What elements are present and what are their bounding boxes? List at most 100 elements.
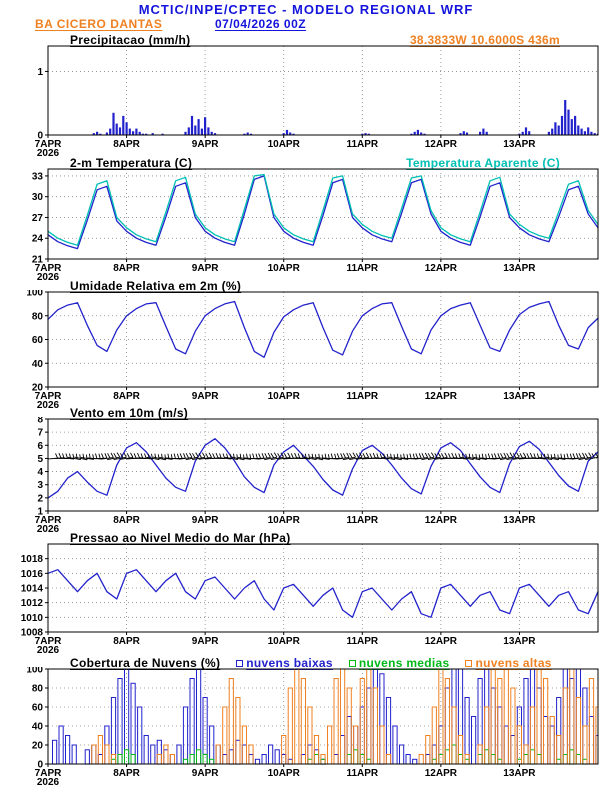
svg-text:1010: 1010 <box>21 613 44 624</box>
svg-text:9APR: 9APR <box>192 139 219 150</box>
svg-text:100: 100 <box>26 290 43 299</box>
panel-header-temperature: 2-m Temperatura (C) Temperatura Aparente… <box>0 156 612 170</box>
legend-item-low-clouds: nuvens baixas <box>236 656 333 670</box>
svg-text:2026: 2026 <box>37 645 60 656</box>
svg-text:13APR: 13APR <box>503 515 536 526</box>
svg-text:1008: 1008 <box>21 628 44 639</box>
svg-text:8APR: 8APR <box>113 391 140 402</box>
svg-text:5: 5 <box>37 454 43 465</box>
svg-text:2: 2 <box>37 493 43 504</box>
svg-text:10APR: 10APR <box>268 768 301 779</box>
legend-item-mid-clouds: nuvens medias <box>348 656 450 670</box>
svg-text:80: 80 <box>32 311 44 322</box>
svg-text:1016: 1016 <box>21 569 44 580</box>
svg-text:2026: 2026 <box>37 272 60 283</box>
svg-text:10APR: 10APR <box>268 515 301 526</box>
svg-text:40: 40 <box>32 359 44 370</box>
svg-text:7APR: 7APR <box>35 515 62 526</box>
panel-title-wind: Vento em 10m (m/s) <box>70 406 189 420</box>
svg-text:30: 30 <box>32 192 44 203</box>
svg-text:1: 1 <box>37 67 43 78</box>
svg-text:12APR: 12APR <box>425 515 458 526</box>
station-name: BA CICERO DANTAS <box>35 17 163 31</box>
svg-text:2026: 2026 <box>37 148 60 159</box>
svg-text:8APR: 8APR <box>113 263 140 274</box>
apparent-temperature-label: Temperatura Aparente (C) <box>406 156 560 170</box>
svg-text:10APR: 10APR <box>268 391 301 402</box>
high-clouds-swatch-icon <box>465 659 473 667</box>
svg-text:7APR: 7APR <box>35 636 62 647</box>
svg-text:60: 60 <box>32 335 44 346</box>
svg-text:60: 60 <box>32 703 44 714</box>
svg-text:1012: 1012 <box>21 598 44 609</box>
svg-text:24: 24 <box>32 234 44 245</box>
svg-text:21: 21 <box>32 255 44 266</box>
mid-clouds-swatch-icon <box>348 659 356 667</box>
svg-text:1: 1 <box>37 507 43 518</box>
svg-text:12APR: 12APR <box>425 768 458 779</box>
svg-text:8APR: 8APR <box>113 768 140 779</box>
svg-text:11APR: 11APR <box>346 768 378 779</box>
svg-text:7: 7 <box>37 428 43 439</box>
panel-title-precipitation: Precipitacao (mm/h) <box>70 33 191 47</box>
cloud-legend: Cobertura de Nuvens (%) nuvens baixas nu… <box>70 656 552 670</box>
svg-text:27: 27 <box>32 213 44 224</box>
panel-header-humidity: Umidade Relativa em 2m (%) <box>0 279 612 293</box>
svg-text:10APR: 10APR <box>268 636 301 647</box>
run-datetime: 07/04/2026 00Z <box>215 17 307 31</box>
svg-text:13APR: 13APR <box>503 391 536 402</box>
svg-text:9APR: 9APR <box>192 636 219 647</box>
panel-title-humidity: Umidade Relativa em 2m (%) <box>70 279 242 293</box>
svg-text:1014: 1014 <box>21 584 44 595</box>
panel-header-clouds: Cobertura de Nuvens (%) nuvens baixas nu… <box>0 656 612 670</box>
svg-text:9APR: 9APR <box>192 768 219 779</box>
legend-item-high-clouds: nuvens altas <box>465 656 551 670</box>
panel-title-clouds: Cobertura de Nuvens (%) <box>70 656 221 670</box>
panel-header-pressure: Pressao ao Nivel Medio do Mar (hPa) <box>0 531 612 545</box>
low-clouds-swatch-icon <box>236 659 244 667</box>
svg-text:0: 0 <box>37 131 43 142</box>
svg-text:20: 20 <box>32 383 44 394</box>
svg-text:80: 80 <box>32 684 44 695</box>
panel-header-wind: Vento em 10m (m/s) <box>0 406 612 420</box>
svg-text:9APR: 9APR <box>192 263 219 274</box>
svg-text:1018: 1018 <box>21 554 44 565</box>
svg-text:8APR: 8APR <box>113 515 140 526</box>
svg-text:7APR: 7APR <box>35 768 62 779</box>
svg-text:2026: 2026 <box>37 400 60 411</box>
svg-text:8APR: 8APR <box>113 139 140 150</box>
svg-text:2026: 2026 <box>37 524 60 535</box>
svg-text:10APR: 10APR <box>268 139 301 150</box>
svg-text:2026: 2026 <box>37 777 60 788</box>
svg-text:11APR: 11APR <box>346 139 378 150</box>
station-coordinates: 38.3833W 10.6000S 436m <box>409 33 560 47</box>
panel-title-temperature: 2-m Temperatura (C) <box>70 156 193 170</box>
svg-text:3: 3 <box>37 480 43 491</box>
svg-text:9APR: 9APR <box>192 391 219 402</box>
svg-text:9APR: 9APR <box>192 515 219 526</box>
svg-text:11APR: 11APR <box>346 391 378 402</box>
legend-label-mid-clouds: nuvens medias <box>358 656 450 670</box>
svg-text:7APR: 7APR <box>35 139 62 150</box>
page-title: MCTIC/INPE/CPTEC - MODELO REGIONAL WRF <box>138 2 474 17</box>
svg-text:11APR: 11APR <box>346 263 378 274</box>
svg-text:13APR: 13APR <box>503 768 536 779</box>
svg-text:0: 0 <box>37 760 43 771</box>
svg-text:8: 8 <box>37 417 43 426</box>
svg-text:100: 100 <box>26 667 43 676</box>
legend-label-high-clouds: nuvens altas <box>475 656 552 670</box>
panel-header-precipitation: Precipitacao (mm/h) 38.3833W 10.6000S 43… <box>0 33 612 47</box>
svg-text:12APR: 12APR <box>425 636 458 647</box>
svg-text:33: 33 <box>32 171 44 182</box>
svg-text:11APR: 11APR <box>346 515 378 526</box>
svg-text:7APR: 7APR <box>35 263 62 274</box>
svg-text:6: 6 <box>37 441 43 452</box>
svg-text:7APR: 7APR <box>35 391 62 402</box>
